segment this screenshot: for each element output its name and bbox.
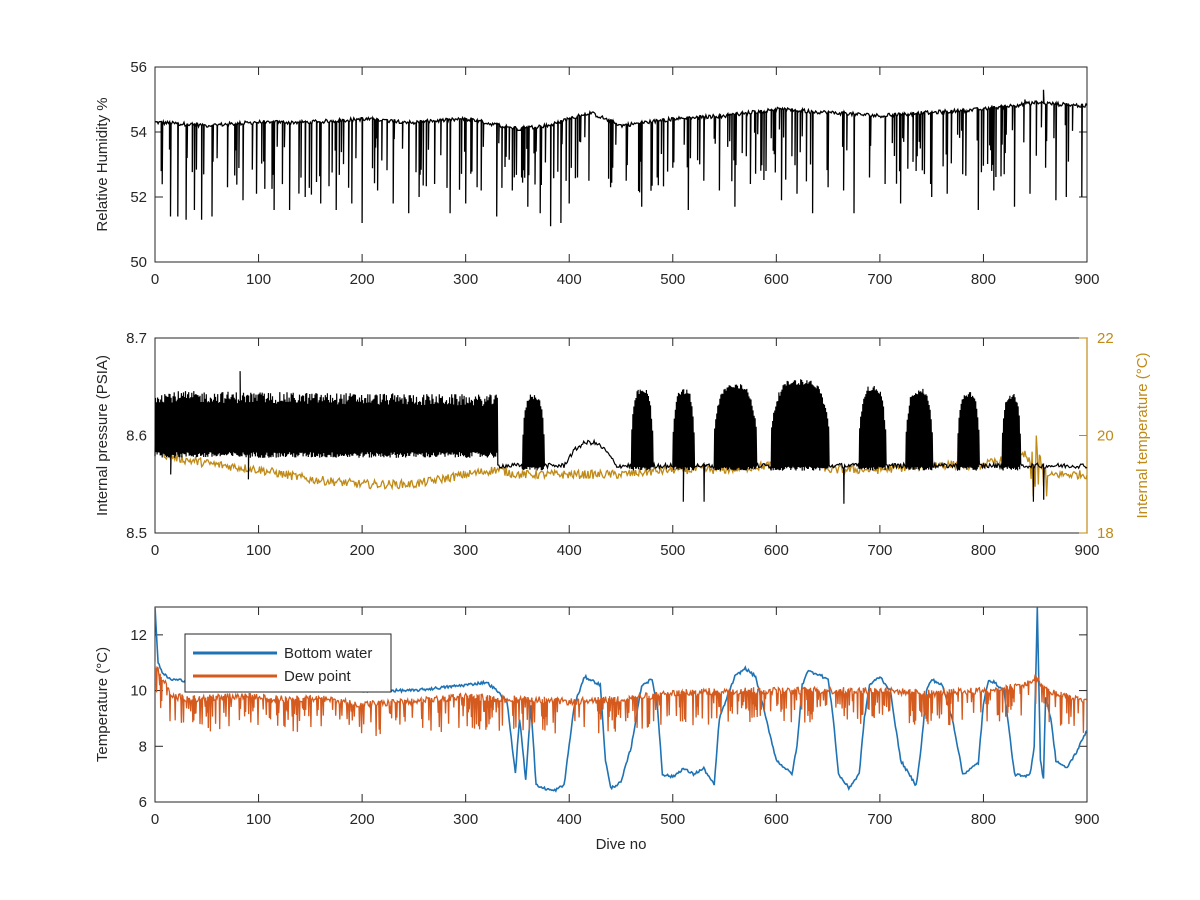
x-tick-label: 200 [350, 271, 375, 288]
x-tick-label: 0 [151, 811, 159, 828]
x-tick-label: 300 [453, 542, 478, 559]
y-axis-label: Relative Humidity % [94, 97, 111, 231]
x-tick-label: 600 [764, 271, 789, 288]
x-tick-label: 300 [453, 271, 478, 288]
y-tick-label-right: 20 [1097, 428, 1114, 445]
y-tick-label: 56 [130, 59, 147, 76]
y-tick-label: 50 [130, 254, 147, 271]
x-tick-label: 500 [660, 271, 685, 288]
x-tick-label: 900 [1074, 811, 1099, 828]
x-tick-label: 600 [764, 811, 789, 828]
x-tick-label: 500 [660, 542, 685, 559]
legend-label: Bottom water [284, 645, 372, 662]
y-tick-label-right: 18 [1097, 525, 1114, 542]
x-tick-label: 300 [453, 811, 478, 828]
x-tick-label: 700 [867, 811, 892, 828]
x-tick-label: 900 [1074, 271, 1099, 288]
legend-box [184, 633, 392, 693]
y-tick-label: 54 [130, 124, 147, 141]
x-tick-label: 800 [971, 811, 996, 828]
x-tick-label: 800 [971, 542, 996, 559]
x-tick-label: 600 [764, 542, 789, 559]
y-tick-label: 8 [139, 738, 147, 755]
panel-1: 0 100 200 300 400 500 600 700 800 900 50 52 54 56 Rela… [94, 59, 1100, 288]
series-line-relative-humidity [154, 89, 1088, 227]
y-axis-label-right: Internal temperature (°C) [1134, 352, 1151, 518]
x-tick-label: 700 [867, 271, 892, 288]
series-line-dew-point [155, 661, 1087, 737]
x-tick-label: 100 [246, 271, 271, 288]
x-tick-label: 100 [246, 811, 271, 828]
y-tick-label: 8.5 [126, 525, 147, 542]
x-tick-label: 400 [557, 542, 582, 559]
x-tick-label: 400 [557, 271, 582, 288]
x-tick-label: 500 [660, 811, 685, 828]
panel-2: 0 100 200 300 400 500 600 700 800 900 8.5 8.6 8.7 Int… [94, 330, 1151, 559]
y-tick-label: 12 [130, 627, 147, 644]
x-tick-label: 900 [1074, 542, 1099, 559]
x-tick-label: 0 [151, 271, 159, 288]
x-tick-label: 800 [971, 271, 996, 288]
panels: 0 100 200 300 400 500 600 700 800 90050525456Rela… [94, 59, 1151, 853]
legend-label: Dew point [284, 668, 352, 685]
series-line-internal-pressure [154, 371, 1088, 504]
x-tick-label: 700 [867, 542, 892, 559]
y-tick-label: 52 [130, 189, 147, 206]
y-tick-label-right: 22 [1097, 330, 1114, 347]
x-tick-label: 200 [350, 811, 375, 828]
x-axis-label: Dive no [596, 836, 647, 853]
y-tick-label: 6 [139, 794, 147, 811]
y-axis-label: Internal pressure (PSIA) [94, 355, 111, 516]
y-tick-label: 10 [130, 683, 147, 700]
x-tick-label: 200 [350, 542, 375, 559]
y-tick-label: 8.6 [126, 428, 147, 445]
plot-frame [154, 606, 1088, 803]
x-tick-label: 100 [246, 542, 271, 559]
x-tick-label: 0 [151, 542, 159, 559]
panel-3: 0 100 200 300 400 500 600 700 800 900 6 8 10 12 Temper… [94, 606, 1100, 853]
x-tick-label: 400 [557, 811, 582, 828]
y-axis-label: Temperature (°C) [94, 647, 111, 762]
legend: Bottom water Dew point [184, 633, 392, 693]
y-tick-label: 8.7 [126, 330, 147, 347]
plot-frame [154, 66, 1088, 263]
